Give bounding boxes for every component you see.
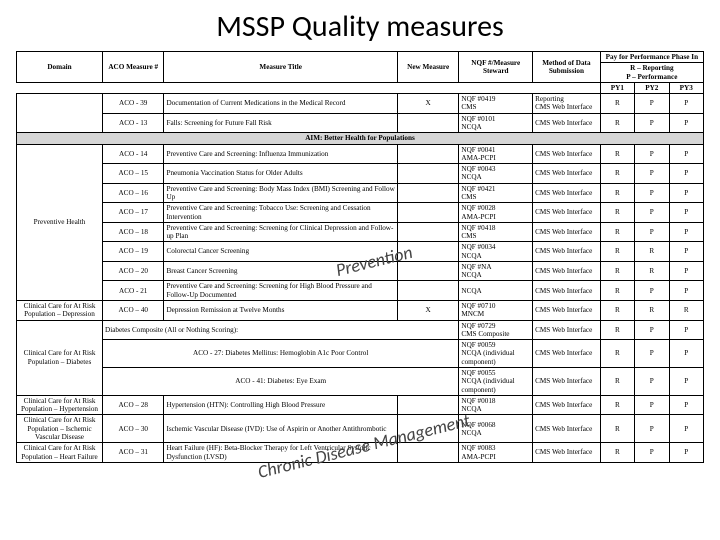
col-py1: PY1 — [600, 82, 634, 93]
table-row: Clinical Care for At Risk Population – I… — [17, 415, 704, 443]
col-py2: PY2 — [635, 82, 669, 93]
measures-table: Domain ACO Measure # Measure Title New M… — [16, 51, 704, 463]
domain-depression: Clinical Care for At Risk Population – D… — [17, 301, 103, 321]
section-row: AIM: Better Health for Populations — [17, 133, 704, 144]
phase-legend: R – Reporting P – Performance — [600, 63, 703, 83]
domain-diabetes: Clinical Care for At Risk Population – D… — [17, 320, 103, 395]
table-row: Clinical Care for At Risk Population – D… — [17, 320, 704, 340]
page-title: MSSP Quality measures — [16, 8, 704, 45]
table-row: Clinical Care for At Risk Population – H… — [17, 443, 704, 463]
domain-preventive: Preventive Health — [17, 144, 103, 301]
domain-hf: Clinical Care for At Risk Population – H… — [17, 443, 103, 463]
col-newm: New Measure — [397, 52, 458, 83]
table-row: ACO – 20Breast Cancer ScreeningNQF #NA N… — [17, 261, 704, 281]
table-row: ACO – 16Preventive Care and Screening: B… — [17, 183, 704, 203]
phase-header: Pay for Performance Phase In — [600, 52, 703, 63]
table-row: Preventive Health ACO - 14Preventive Car… — [17, 144, 704, 164]
col-domain: Domain — [17, 52, 103, 83]
table-row: ACO – 15Pneumonia Vaccination Status for… — [17, 164, 704, 184]
table-row: ACO - 21Preventive Care and Screening: S… — [17, 281, 704, 301]
table-row: Clinical Care for At Risk Population – D… — [17, 301, 704, 321]
table-row: ACO - 27: Diabetes Mellitus: Hemoglobin … — [17, 340, 704, 368]
col-nqf: NQF #/Measure Steward — [459, 52, 533, 83]
col-aco: ACO Measure # — [103, 52, 164, 83]
table-row: ACO – 18Preventive Care and Screening: S… — [17, 222, 704, 242]
table-row: ACO - 39 Documentation of Current Medica… — [17, 94, 704, 114]
table-row: ACO - 41: Diabetes: Eye Exam NQF #0055 N… — [17, 368, 704, 396]
table-row: ACO - 13 Falls: Screening for Future Fal… — [17, 113, 704, 133]
col-mtitle: Measure Title — [164, 52, 397, 83]
col-method: Method of Data Submission — [533, 52, 601, 83]
table-row: ACO – 19Colorectal Cancer ScreeningNQF #… — [17, 242, 704, 262]
table-row: ACO – 17Preventive Care and Screening: T… — [17, 203, 704, 223]
table-row: Clinical Care for At Risk Population – H… — [17, 395, 704, 415]
domain-ivd: Clinical Care for At Risk Population – I… — [17, 415, 103, 443]
col-py3: PY3 — [669, 82, 704, 93]
domain-htn: Clinical Care for At Risk Population – H… — [17, 395, 103, 415]
